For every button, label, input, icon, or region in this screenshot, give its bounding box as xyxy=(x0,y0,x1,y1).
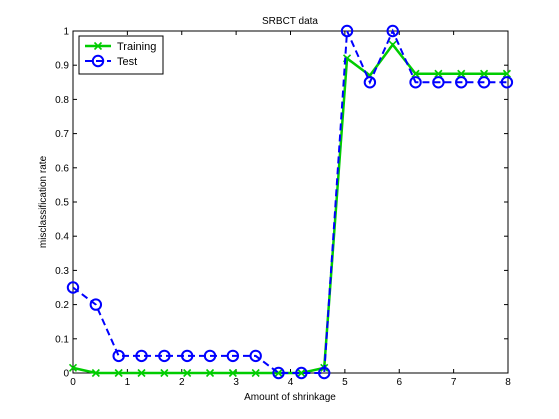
y-tick-label: 0.1 xyxy=(55,334,69,345)
y-tick-label: 0.9 xyxy=(55,61,69,72)
y-tick-label: 0.3 xyxy=(55,266,69,277)
series-training-point-stroke-b xyxy=(228,368,237,378)
y-axis-ticks: 0 0.1 0.2 0.3 0.4 0.5 0.6 0.7 0.8 0.9 1 xyxy=(55,27,508,380)
series-training-point xyxy=(137,368,146,378)
chart-title: SRBCT data xyxy=(262,16,318,27)
series-training xyxy=(68,40,511,378)
series-training-point-stroke-b xyxy=(434,69,443,78)
series-test-point xyxy=(477,76,491,89)
y-tick-label: 0 xyxy=(63,369,69,380)
x-tick-label: 3 xyxy=(233,377,239,388)
series-training-point-stroke-b xyxy=(297,368,306,378)
series-test-point xyxy=(203,349,217,363)
x-tick-label: 8 xyxy=(505,377,511,388)
x-axis-title: Amount of shrinkage xyxy=(244,392,336,403)
series-test-point xyxy=(158,349,171,363)
plot-area xyxy=(72,30,509,374)
series-training-point-stroke-b xyxy=(251,368,260,378)
x-tick-label: 2 xyxy=(179,377,185,388)
series-training-point-stroke-b xyxy=(68,363,78,372)
legend-label-training: Training xyxy=(117,41,156,53)
series-training-point xyxy=(457,69,466,78)
series-training-point xyxy=(480,69,489,78)
series-test-point xyxy=(386,24,399,38)
series-training-point-stroke-b xyxy=(205,368,215,378)
series-training-point-stroke-b xyxy=(183,368,192,378)
y-tick-label: 1 xyxy=(63,27,69,38)
series-training-point xyxy=(68,363,78,372)
series-test-point xyxy=(340,24,354,38)
y-tick-label: 0.2 xyxy=(55,300,69,311)
series-training-point xyxy=(251,368,260,378)
series-test-point xyxy=(455,76,468,89)
series-training-point xyxy=(205,368,215,378)
series-training-point-stroke-b xyxy=(114,368,123,378)
x-tick-label: 7 xyxy=(451,377,457,388)
legend: Training Test xyxy=(78,35,164,75)
legend-marker-training xyxy=(93,41,103,51)
series-training-point xyxy=(228,368,237,378)
y-axis-title: misclassification rate xyxy=(38,155,49,248)
y-tick-label: 0.7 xyxy=(55,129,69,140)
legend-marker-training-stroke-b xyxy=(93,41,103,51)
series-test-point xyxy=(363,76,377,89)
series-training-point xyxy=(160,368,169,378)
legend-marker-test xyxy=(91,54,105,68)
series-test-point xyxy=(409,76,422,89)
series-training-point-stroke-b xyxy=(388,40,397,49)
x-tick-label: 0 xyxy=(70,377,76,388)
series-test-point xyxy=(180,349,194,363)
y-tick-label: 0.8 xyxy=(55,95,69,106)
series-training-point-stroke-b xyxy=(457,69,466,78)
series-test-point xyxy=(318,366,331,380)
series-training-point xyxy=(388,40,397,49)
series-test-point xyxy=(66,281,80,294)
series-training-point-stroke-b xyxy=(411,69,420,78)
series-test-point xyxy=(500,76,514,89)
series-training-point xyxy=(297,368,306,378)
series-training-point xyxy=(114,368,123,378)
y-tick-label: 0.6 xyxy=(55,163,69,174)
series-test-point xyxy=(226,349,240,363)
series-training-point-stroke-b xyxy=(160,368,169,378)
series-training-point xyxy=(502,69,511,78)
series-layer xyxy=(66,24,514,380)
y-tick-label: 0.5 xyxy=(55,198,69,209)
series-training-point-stroke-b xyxy=(91,368,100,378)
series-test xyxy=(66,24,514,380)
legend-entries: Training Test xyxy=(85,41,156,68)
x-tick-label: 5 xyxy=(342,377,348,388)
series-test-point xyxy=(135,349,148,363)
series-training-line xyxy=(72,42,507,375)
legend-label-test: Test xyxy=(117,56,137,68)
legend-box xyxy=(78,35,164,75)
series-test-point xyxy=(295,366,308,380)
series-training-point-stroke-b xyxy=(480,69,489,78)
series-test-point xyxy=(272,366,285,380)
y-tick-label: 0.4 xyxy=(55,232,69,243)
x-tick-label: 4 xyxy=(288,377,294,388)
x-tick-label: 1 xyxy=(125,377,131,388)
series-test-line xyxy=(72,28,507,374)
x-axis-ticks: 0 1 2 3 4 5 6 7 8 xyxy=(70,31,511,388)
series-training-point-stroke-b xyxy=(502,69,511,78)
series-training-point xyxy=(183,368,192,378)
series-training-point xyxy=(411,69,420,78)
x-tick-label: 6 xyxy=(396,377,402,388)
series-training-point-stroke-b xyxy=(137,368,146,378)
series-test-point xyxy=(432,76,445,89)
series-test-point xyxy=(112,349,125,363)
series-test-point xyxy=(249,349,262,363)
series-training-point xyxy=(91,368,100,378)
series-training-point xyxy=(434,69,443,78)
series-test-point xyxy=(89,298,103,311)
series-training-point-stroke-b xyxy=(274,368,283,378)
